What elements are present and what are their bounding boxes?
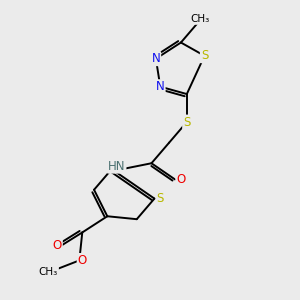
Text: O: O: [52, 239, 62, 252]
Text: N: N: [152, 52, 160, 65]
Text: CH₃: CH₃: [39, 267, 58, 277]
Text: S: S: [201, 49, 208, 62]
Text: O: O: [78, 254, 87, 267]
Text: S: S: [183, 116, 190, 128]
Text: O: O: [176, 173, 185, 186]
Text: CH₃: CH₃: [190, 14, 210, 24]
Text: S: S: [157, 192, 164, 205]
Text: HN: HN: [108, 160, 125, 173]
Text: N: N: [156, 80, 165, 93]
